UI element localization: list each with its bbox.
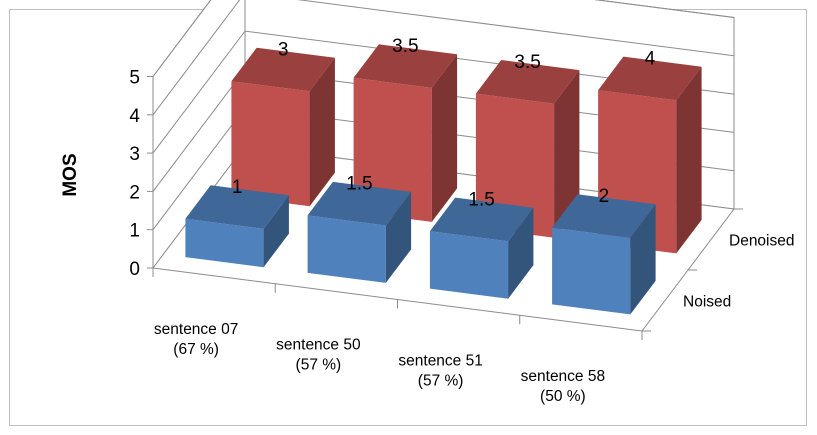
bar-front-face <box>307 215 386 283</box>
bar-side-face <box>508 207 534 299</box>
y-axis-tick-labels: 0 1 2 3 4 5 <box>129 68 140 281</box>
data-label: 3 <box>278 39 289 60</box>
bar-noised-1 <box>185 185 289 268</box>
bar-top-face <box>598 56 702 101</box>
bar-front-face <box>475 93 555 238</box>
y-tick-label: 0 <box>129 259 140 280</box>
y-tick-label: 3 <box>129 144 140 165</box>
bar-top-face <box>353 44 458 88</box>
category-label: sentence 51 (57 %) <box>398 352 482 389</box>
bar-side-face <box>676 66 702 254</box>
category-label: sentence 07 (67 %) <box>154 321 238 358</box>
gridline <box>152 0 735 116</box>
bar-top-face <box>307 181 412 226</box>
data-labels: 3 3.5 3.5 4 1 1.5 1.5 2 <box>232 36 656 210</box>
bar-front-face <box>231 81 310 207</box>
bar-top-face <box>429 197 534 242</box>
bars <box>185 44 702 315</box>
bar-top-face <box>185 185 289 229</box>
data-label: 3.5 <box>514 52 540 73</box>
bar-side-face <box>431 54 458 222</box>
bar-noised-4 <box>552 194 656 315</box>
data-label: 4 <box>645 48 656 69</box>
series-axis-labels: Noised Denoised <box>683 233 795 311</box>
bar-front-face <box>552 227 631 315</box>
bar-side-face <box>554 70 580 238</box>
category-labels: sentence 07 (67 %) sentence 50 (57 %) senten… <box>154 321 605 405</box>
y-tick-label: 2 <box>129 182 140 203</box>
bar-top-face <box>231 47 335 92</box>
series-label-noised: Noised <box>683 294 731 311</box>
y-tick-label: 4 <box>129 106 140 127</box>
bar-top-face <box>475 60 580 104</box>
bar-front-face <box>353 77 432 222</box>
bar-denoised-2 <box>353 44 458 222</box>
data-label: 2 <box>599 186 610 207</box>
series-label-denoised: Denoised <box>729 233 795 250</box>
bar-top-face <box>552 194 656 238</box>
bar-side-face <box>309 57 335 207</box>
bar-side-face <box>630 204 656 315</box>
data-label: 1.5 <box>346 174 372 195</box>
data-label: 1.5 <box>468 189 494 210</box>
bar-denoised-3 <box>475 60 580 238</box>
y-tick-label: 1 <box>129 221 140 242</box>
bar-denoised-1 <box>231 47 335 207</box>
bar-front-face <box>429 231 509 299</box>
bar-side-face <box>263 195 289 268</box>
bar-noised-2 <box>307 181 412 283</box>
bar-noised-3 <box>429 197 534 299</box>
y-axis-title: MOS <box>60 153 81 196</box>
gridline <box>152 0 735 77</box>
category-label: sentence 50 (57 %) <box>276 337 361 374</box>
category-label: sentence 58 (50 %) <box>521 368 605 405</box>
bar-front-face <box>185 218 264 268</box>
data-label: 3.5 <box>392 36 418 57</box>
data-label: 1 <box>232 177 243 198</box>
bar-side-face <box>385 191 412 283</box>
y-tick-label: 5 <box>129 68 140 89</box>
